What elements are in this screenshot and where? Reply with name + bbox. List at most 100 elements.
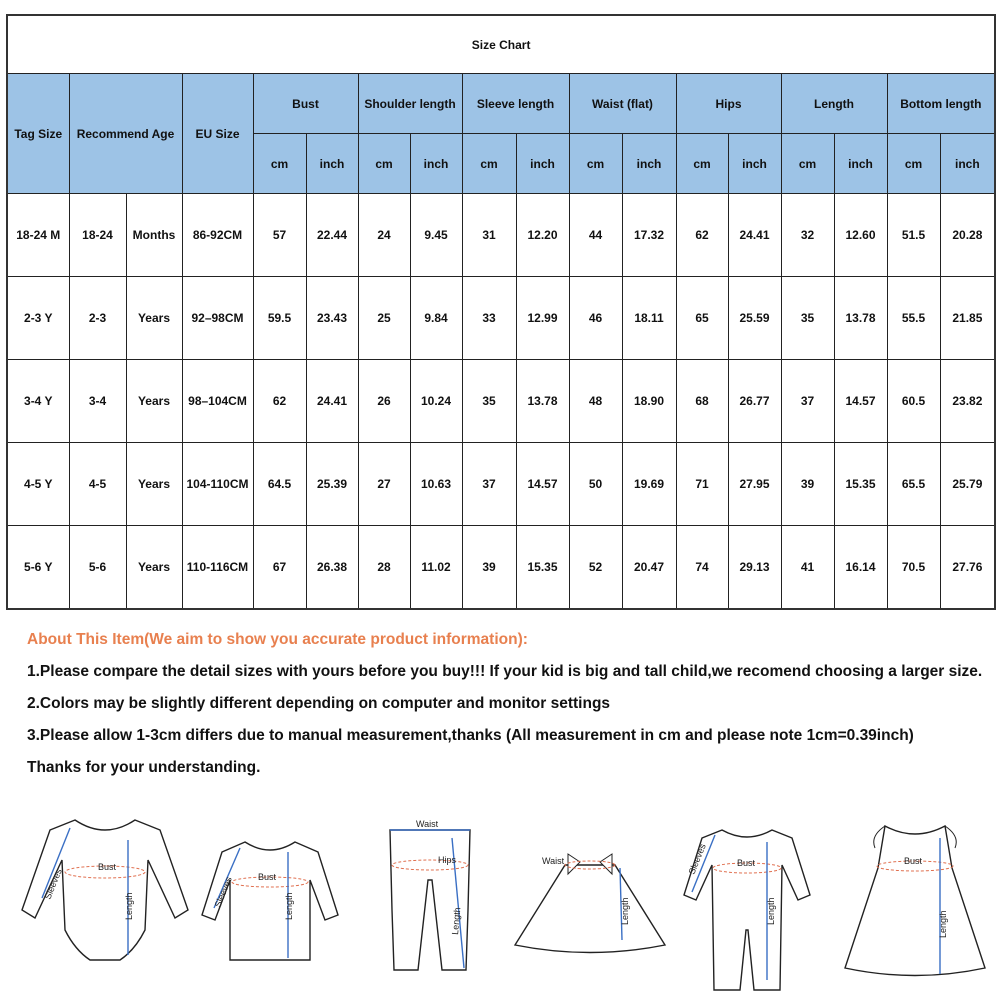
measurement-cell: 26	[357, 359, 411, 443]
age-cell: 18-24	[68, 193, 127, 277]
header-group-length: Length	[780, 73, 888, 134]
tshirt-illustration: Bust Length Sleeves	[200, 830, 340, 975]
note-3: 3.Please allow 1-3cm differs due to manu…	[27, 727, 914, 744]
measurement-cell: 11.02	[409, 525, 463, 610]
measurement-cell: 60.5	[886, 359, 941, 443]
age-unit-cell: Months	[125, 193, 183, 277]
age-cell: 4-5	[68, 442, 127, 526]
measurement-cell: 12.99	[515, 276, 570, 360]
measurement-cell: 20.47	[621, 525, 677, 610]
header-unit: inch	[409, 133, 463, 194]
measurement-cell: 64.5	[252, 442, 307, 526]
measurement-cell: 35	[461, 359, 517, 443]
measurement-cell: 25.79	[939, 442, 996, 526]
dress-illustration: Bust Length	[840, 818, 990, 988]
measurement-cell: 39	[780, 442, 835, 526]
eu-size-cell: 86-92CM	[181, 193, 254, 277]
measurement-cell: 16.14	[833, 525, 888, 610]
size-chart-table: Size Chart Tag Size Recommend Age EU Siz…	[6, 14, 997, 610]
measurement-cell: 24	[357, 193, 411, 277]
measurement-cell: 65.5	[886, 442, 941, 526]
notes-section: About This Item(We aim to show you accur…	[27, 630, 987, 790]
header-unit: inch	[833, 133, 888, 194]
header-group-shoulder-length: Shoulder length	[357, 73, 463, 134]
tag-size-cell: 4-5 Y	[6, 442, 70, 526]
measurement-cell: 62	[675, 193, 729, 277]
tutu-waist-label: Waist	[542, 856, 565, 866]
measurement-cell: 62	[252, 359, 307, 443]
measurement-cell: 9.45	[409, 193, 463, 277]
measurement-cell: 68	[675, 359, 729, 443]
table-title: Size Chart	[6, 14, 996, 74]
measurement-cell: 37	[461, 442, 517, 526]
measurement-cell: 26.77	[727, 359, 782, 443]
measurement-cell: 74	[675, 525, 729, 610]
measurement-cell: 35	[780, 276, 835, 360]
header-unit: inch	[939, 133, 996, 194]
eu-size-cell: 104-110CM	[181, 442, 254, 526]
header-unit: cm	[357, 133, 411, 194]
tag-size-cell: 2-3 Y	[6, 276, 70, 360]
age-unit-cell: Years	[125, 276, 183, 360]
dress-bust-label: Bust	[904, 856, 923, 866]
age-cell: 3-4	[68, 359, 127, 443]
tshirt-bust-label: Bust	[258, 872, 277, 882]
bodysuit-bust-label: Bust	[98, 862, 117, 872]
measurement-cell: 9.84	[409, 276, 463, 360]
header-tag-size: Tag Size	[6, 73, 70, 194]
header-unit: cm	[780, 133, 835, 194]
romper-bust-label: Bust	[737, 858, 756, 868]
measurement-cell: 10.63	[409, 442, 463, 526]
measurement-cell: 10.24	[409, 359, 463, 443]
measurement-cell: 25.39	[305, 442, 359, 526]
measurement-cell: 15.35	[515, 525, 570, 610]
age-unit-cell: Years	[125, 359, 183, 443]
measurement-cell: 26.38	[305, 525, 359, 610]
measurement-cell: 39	[461, 525, 517, 610]
measurement-cell: 14.57	[833, 359, 888, 443]
measurement-cell: 67	[252, 525, 307, 610]
measurement-cell: 20.28	[939, 193, 996, 277]
tag-size-cell: 5-6 Y	[6, 525, 70, 610]
pants-length-label: Length	[450, 907, 462, 935]
header-group-hips: Hips	[675, 73, 782, 134]
measurement-cell: 27.95	[727, 442, 782, 526]
measurement-cell: 70.5	[886, 525, 941, 610]
romper-length-label: Length	[766, 897, 776, 925]
tutu-skirt-illustration: Waist Length	[510, 850, 670, 965]
measurement-cell: 27.76	[939, 525, 996, 610]
measurement-cell: 15.35	[833, 442, 888, 526]
header-unit: cm	[568, 133, 623, 194]
header-group-sleeve-length: Sleeve length	[461, 73, 570, 134]
measurement-cell: 31	[461, 193, 517, 277]
measurement-cell: 25	[357, 276, 411, 360]
measurement-cell: 21.85	[939, 276, 996, 360]
note-2: 2.Colors may be slightly different depen…	[27, 695, 611, 712]
table-row: 4-5 Y 4-5 Years 104-110CM 64.5 25.39 27 10.63 37…	[6, 442, 996, 526]
measurement-cell: 46	[568, 276, 623, 360]
eu-size-cell: 110-116CM	[181, 525, 254, 610]
header-unit: inch	[727, 133, 782, 194]
measurement-cell: 18.90	[621, 359, 677, 443]
measurement-cell: 37	[780, 359, 835, 443]
about-heading: About This Item(We aim to show you accur…	[27, 631, 528, 648]
measurement-cell: 29.13	[727, 525, 782, 610]
table-row: 2-3 Y 2-3 Years 92–98CM 59.5 23.43 25 9.84 33 12.…	[6, 276, 996, 360]
eu-size-cell: 92–98CM	[181, 276, 254, 360]
thanks-note: Thanks for your understanding.	[27, 759, 261, 776]
measurement-cell: 59.5	[252, 276, 307, 360]
measurement-cell: 19.69	[621, 442, 677, 526]
measurement-cell: 48	[568, 359, 623, 443]
tag-size-cell: 18-24 M	[6, 193, 70, 277]
bodysuit-length-label: Length	[124, 892, 134, 920]
measurement-cell: 22.44	[305, 193, 359, 277]
measurement-cell: 52	[568, 525, 623, 610]
measurement-cell: 24.41	[305, 359, 359, 443]
measurement-cell: 33	[461, 276, 517, 360]
pants-waist-label: Waist	[416, 819, 439, 829]
measurement-cell: 25.59	[727, 276, 782, 360]
measurement-cell: 50	[568, 442, 623, 526]
measurement-cell: 23.43	[305, 276, 359, 360]
header-group-waist-flat: Waist (flat)	[568, 73, 677, 134]
table-row: 3-4 Y 3-4 Years 98–104CM 62 24.41 26 10.24 35 13.…	[6, 359, 996, 443]
